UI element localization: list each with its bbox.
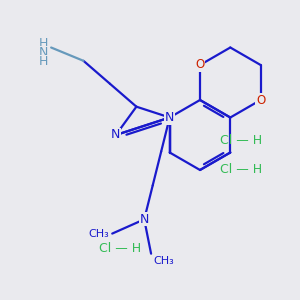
Text: CH₃: CH₃	[153, 256, 174, 266]
Text: O: O	[256, 94, 265, 106]
Text: N: N	[140, 213, 149, 226]
Text: N: N	[111, 128, 121, 142]
Text: Cl — H: Cl — H	[220, 134, 262, 148]
Text: CH₃: CH₃	[88, 229, 109, 238]
Text: N: N	[38, 46, 48, 59]
Text: Cl — H: Cl — H	[99, 242, 141, 256]
Text: Cl — H: Cl — H	[220, 163, 262, 176]
Text: H: H	[38, 55, 48, 68]
Text: H: H	[38, 37, 48, 50]
Text: N: N	[165, 111, 174, 124]
Text: O: O	[195, 58, 205, 71]
